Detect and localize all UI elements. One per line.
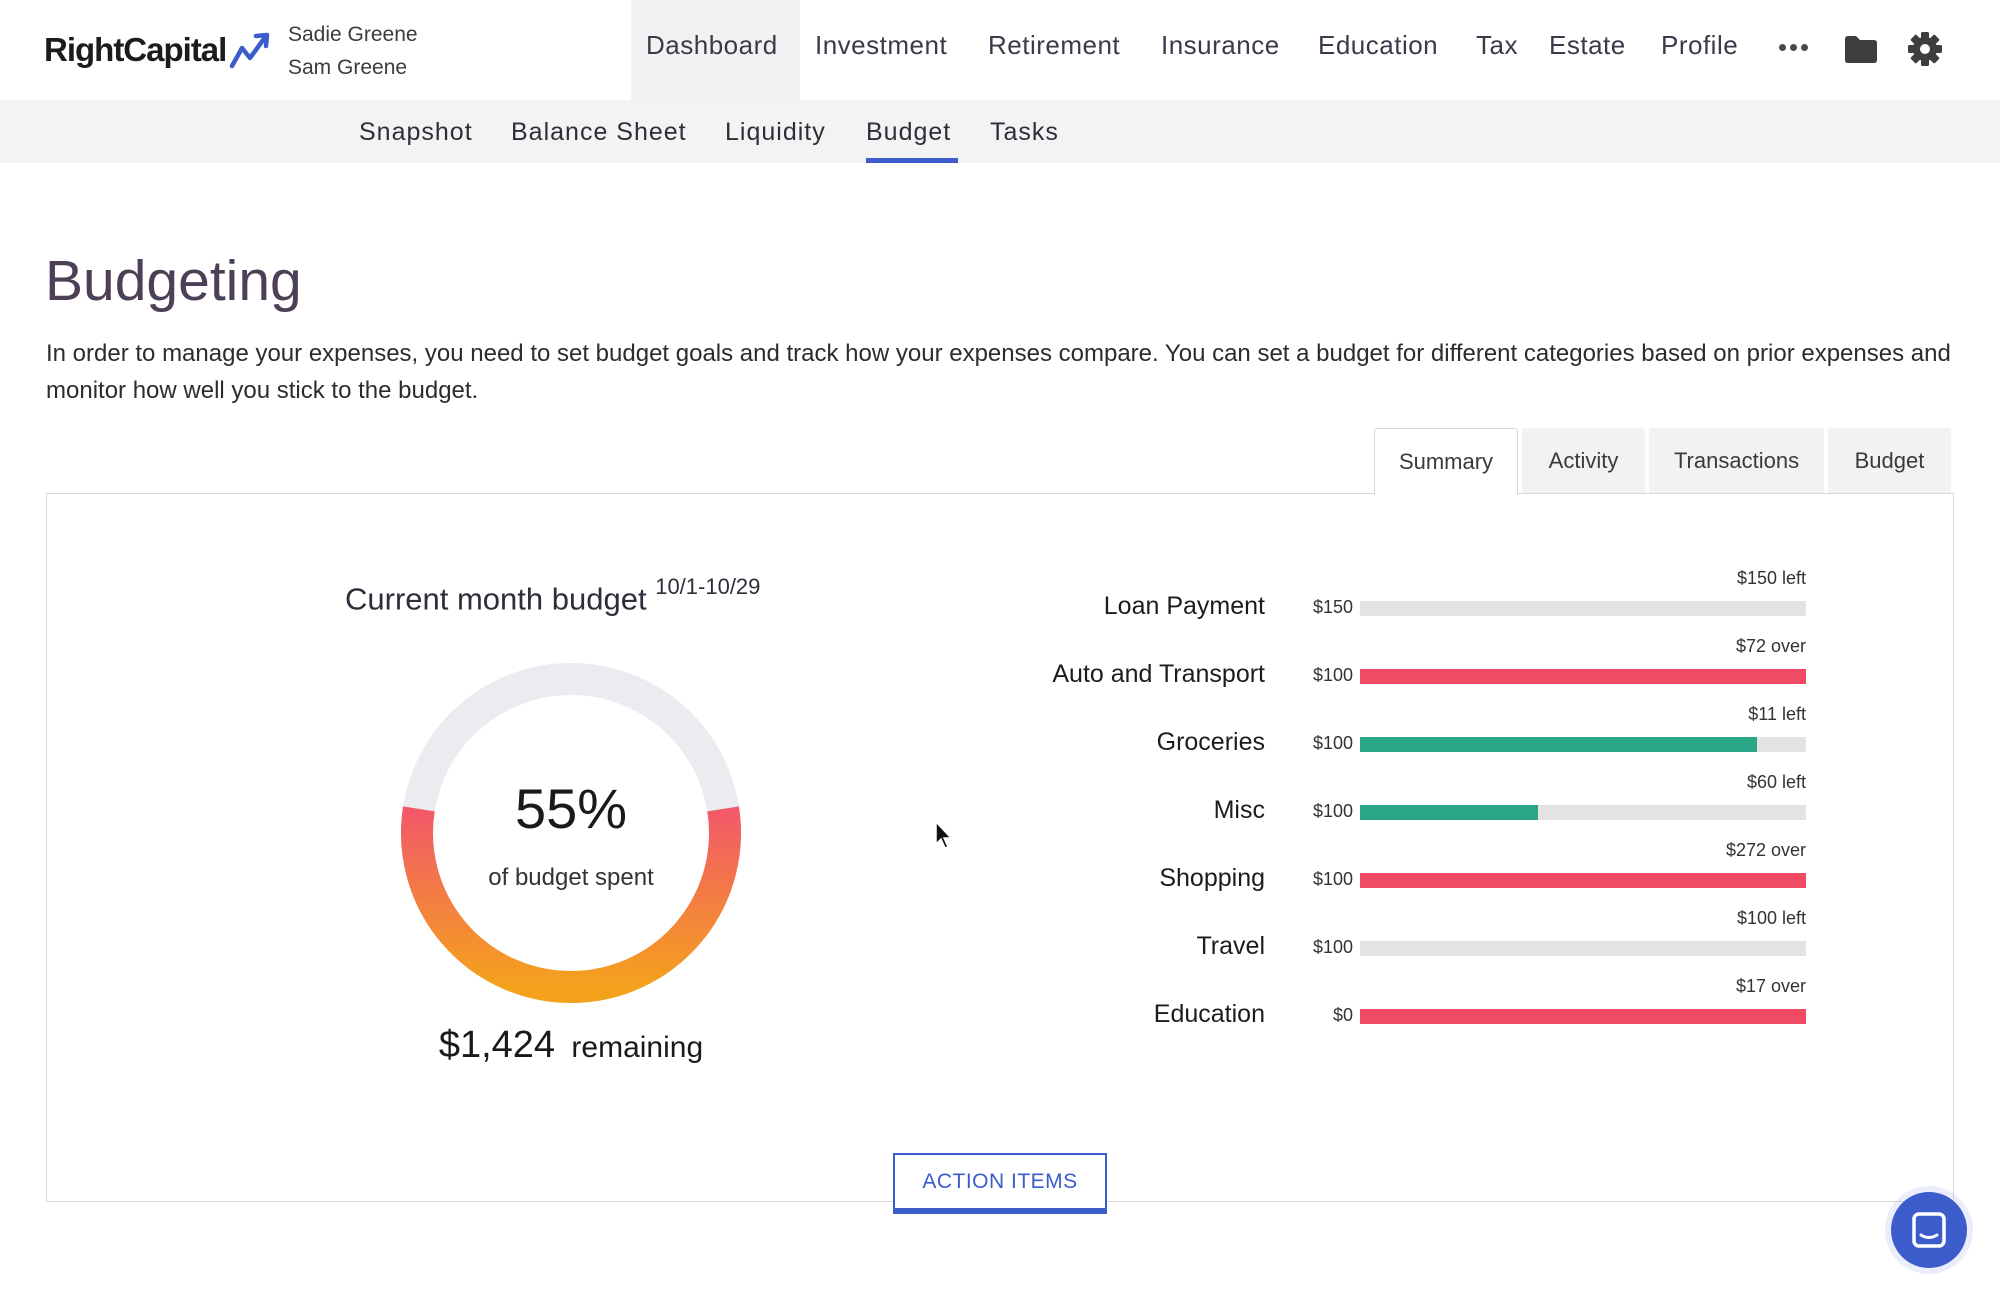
page-description: In order to manage your expenses, you ne… — [46, 340, 1951, 404]
category-status: $60 left — [1746, 772, 1806, 792]
category-budget-amount: $100 — [1312, 869, 1353, 889]
current-month-budget-heading: Current month budget 10/1-10/29 — [345, 574, 760, 617]
category-budget-amount: $100 — [1312, 733, 1353, 753]
chat-launcher-button[interactable] — [1891, 1192, 1967, 1268]
subnav-item-balance-sheet[interactable]: Balance Sheet — [511, 118, 687, 146]
category-status-wrap: $150 left — [1360, 568, 1806, 596]
nav-item-profile[interactable]: Profile — [1661, 30, 1739, 60]
chat-icon — [1912, 1212, 1946, 1248]
category-name: Groceries — [1156, 728, 1265, 756]
category-budget-amount: $100 — [1312, 801, 1353, 821]
more-icon[interactable] — [1779, 38, 1815, 62]
category-budget-amount: $100 — [1312, 665, 1353, 685]
category-status-wrap: $72 over — [1360, 636, 1806, 664]
category-name: Loan Payment — [1103, 592, 1265, 620]
nav-item-estate[interactable]: Estate — [1549, 30, 1626, 60]
subnav-item-snapshot[interactable]: Snapshot — [359, 118, 473, 146]
category-bar-track — [1360, 873, 1806, 888]
nav-item-retirement[interactable]: Retirement — [988, 30, 1121, 60]
nav-item-education[interactable]: Education — [1318, 30, 1439, 60]
category-bar-fill — [1360, 873, 1806, 888]
category-status-wrap: $11 left — [1360, 704, 1806, 732]
category-status-wrap: $272 over — [1360, 840, 1806, 868]
household-names[interactable]: Sadie Greene Sam Greene — [288, 18, 418, 84]
category-bar-track — [1360, 805, 1806, 820]
subnav-item-tasks[interactable]: Tasks — [990, 118, 1059, 146]
action-items-button[interactable]: ACTION ITEMS — [893, 1153, 1107, 1214]
category-bar-track — [1360, 1009, 1806, 1024]
category-status: $17 over — [1735, 976, 1806, 996]
category-row[interactable]: Groceries $100 $11 left — [900, 704, 1820, 768]
budget-period: 10/1-10/29 — [655, 574, 761, 599]
percent-spent: 55% — [514, 777, 628, 840]
category-status: $100 left — [1736, 908, 1806, 928]
top-header: RightCapital Sadie Greene Sam Greene Das… — [0, 0, 2000, 100]
category-name: Auto and Transport — [1052, 660, 1265, 688]
percent-spent-label: of budget spent — [488, 864, 654, 891]
rightcapital-logo[interactable]: RightCapital — [44, 30, 272, 70]
category-name: Education — [1153, 1000, 1265, 1028]
category-status-wrap: $60 left — [1360, 772, 1806, 800]
logo-arrow-icon — [230, 32, 270, 69]
folder-icon[interactable] — [1843, 33, 1879, 65]
tab-budget[interactable]: Budget — [1828, 428, 1951, 493]
category-bar-fill — [1360, 737, 1757, 752]
user-name-secondary: Sam Greene — [288, 56, 408, 79]
category-status: $272 over — [1725, 840, 1806, 860]
budget-spent-donut — [401, 663, 741, 1004]
category-bar-track — [1360, 669, 1806, 684]
nav-item-tax[interactable]: Tax — [1476, 30, 1518, 60]
nav-item-investment[interactable]: Investment — [815, 30, 948, 60]
category-name: Shopping — [1159, 864, 1265, 892]
category-status: $11 left — [1748, 704, 1806, 724]
category-status: $150 left — [1736, 568, 1806, 588]
category-bar-fill — [1360, 669, 1806, 684]
category-row[interactable]: Auto and Transport $100 $72 over — [900, 636, 1820, 700]
nav-item-insurance[interactable]: Insurance — [1161, 30, 1280, 60]
category-status-wrap: $100 left — [1360, 908, 1806, 936]
tab-activity[interactable]: Activity — [1522, 428, 1645, 493]
nav-active-background — [631, 0, 800, 100]
remaining-label: remaining — [571, 1031, 704, 1064]
category-status-wrap: $17 over — [1360, 976, 1806, 1004]
nav-item-dashboard[interactable]: Dashboard — [646, 30, 778, 60]
remaining-summary: $1,424 remaining — [400, 1024, 742, 1067]
category-budget-amount: $150 — [1312, 597, 1353, 617]
category-bar-track — [1360, 941, 1806, 956]
donut-spent-arc — [401, 806, 741, 1004]
category-row[interactable]: Misc $100 $60 left — [900, 772, 1820, 836]
category-bar-fill — [1360, 1009, 1806, 1024]
subnav-active-indicator — [866, 158, 958, 163]
mouse-cursor-icon — [935, 820, 953, 849]
category-row[interactable]: Travel $100 $100 left — [900, 908, 1820, 972]
category-bar-track — [1360, 737, 1806, 752]
remaining-amount: $1,424 — [438, 1024, 556, 1066]
category-row[interactable]: Loan Payment $150 $150 left — [900, 568, 1820, 632]
category-budget-amount: $100 — [1312, 937, 1353, 957]
page-title: Budgeting — [45, 249, 302, 313]
category-name: Misc — [1213, 796, 1265, 824]
category-status: $72 over — [1735, 636, 1806, 656]
logo-text: RightCapital — [44, 31, 227, 68]
category-budget-amount: $0 — [1332, 1005, 1353, 1025]
subnav-item-liquidity[interactable]: Liquidity — [725, 118, 826, 146]
tab-transactions[interactable]: Transactions — [1649, 428, 1824, 493]
category-bar-fill — [1360, 805, 1539, 820]
category-row[interactable]: Shopping $100 $272 over — [900, 840, 1820, 904]
user-name-primary: Sadie Greene — [288, 23, 418, 46]
subnav-item-budget[interactable]: Budget — [866, 118, 952, 146]
category-name: Travel — [1196, 932, 1265, 960]
category-row[interactable]: Education $0 $17 over — [900, 976, 1820, 1040]
category-bar-track — [1360, 601, 1806, 616]
tab-summary[interactable]: Summary — [1374, 428, 1518, 495]
sub-nav: Snapshot Balance Sheet Liquidity Budget … — [0, 100, 2000, 163]
budget-heading-text: Current month budget — [345, 581, 647, 617]
gear-icon[interactable] — [1907, 31, 1943, 67]
